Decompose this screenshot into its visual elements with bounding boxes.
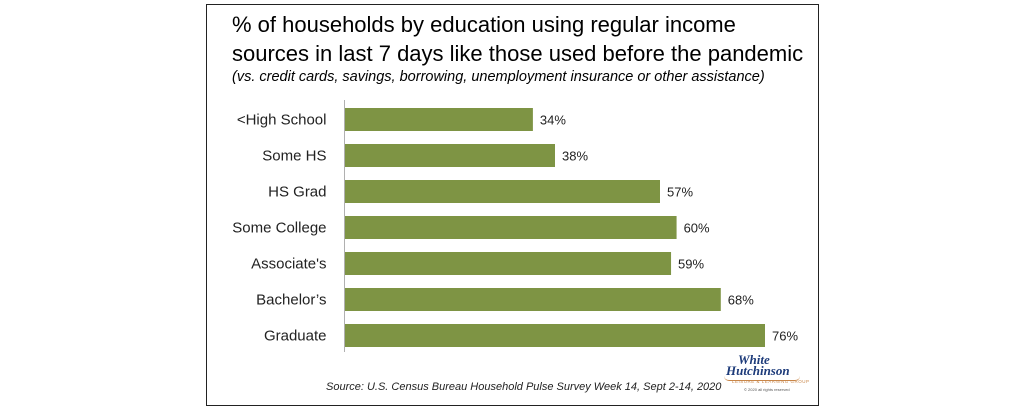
logo-line-1: White xyxy=(738,352,770,367)
bar xyxy=(345,180,660,203)
bar xyxy=(345,216,677,239)
value-label: 57% xyxy=(667,185,693,200)
value-label: 76% xyxy=(772,329,798,344)
chart-title-line-2: sources in last 7 days like those used b… xyxy=(232,41,804,66)
category-tick-label: Bachelor’s xyxy=(256,292,326,309)
bar xyxy=(345,144,555,167)
category-tick-label: Associate's xyxy=(251,256,326,273)
bar xyxy=(345,288,721,311)
bar xyxy=(345,252,672,275)
logo-swoosh xyxy=(724,376,800,381)
value-label: 68% xyxy=(728,293,754,308)
category-tick-label: HS Grad xyxy=(268,184,326,201)
bar xyxy=(345,108,533,131)
chart-subtitle: (vs. credit cards, savings, borrowing, u… xyxy=(232,69,765,85)
source-note: Source: U.S. Census Bureau Household Pul… xyxy=(326,381,722,393)
category-tick-label: <High School xyxy=(237,112,327,129)
logo-line-3: LEISURE & LEARNING GROUP xyxy=(732,379,810,384)
logo-line-2: Hutchinson xyxy=(726,363,790,378)
bar-chart: <High School 34% Some HS 38% HS Grad 57% Some … xyxy=(232,100,798,352)
bar xyxy=(345,324,765,347)
value-label: 34% xyxy=(540,113,566,128)
white-hutchinson-logo: White Hutchinson LEISURE & LEARNING GROU… xyxy=(718,352,809,398)
category-tick-label: Graduate xyxy=(264,328,327,345)
bars-group: <High School 34% Some HS 38% HS Grad 57% Some … xyxy=(232,108,798,347)
category-tick-label: Some College xyxy=(232,220,326,237)
chart-title: % of households by education using regul… xyxy=(232,10,812,68)
logo-line-4: © 2020 all rights reserved xyxy=(744,387,790,392)
category-tick-label: Some HS xyxy=(262,148,326,165)
value-label: 60% xyxy=(684,221,710,236)
chart-title-line-1: % of households by education using regul… xyxy=(232,12,736,37)
value-label: 59% xyxy=(678,257,704,272)
value-label: 38% xyxy=(562,149,588,164)
